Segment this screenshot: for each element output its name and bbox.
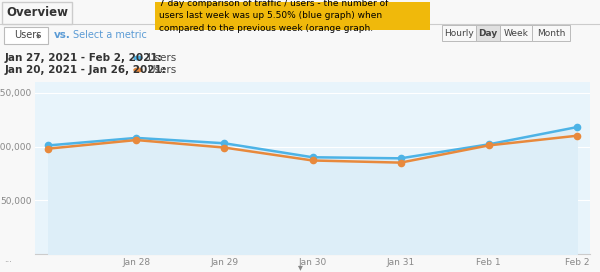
Text: 7 day comparison of traffic / users - the number of
users last week was up 5.50%: 7 day comparison of traffic / users - th… <box>159 0 388 33</box>
Text: Hourly: Hourly <box>444 29 474 38</box>
Text: vs.: vs. <box>54 30 71 41</box>
Text: Jan 20, 2021 - Jan 26, 2021:: Jan 20, 2021 - Jan 26, 2021: <box>5 65 167 75</box>
Text: Jan 27, 2021 - Feb 2, 2021:: Jan 27, 2021 - Feb 2, 2021: <box>5 53 163 63</box>
Text: ...: ... <box>4 255 12 264</box>
Text: ▾: ▾ <box>298 262 302 272</box>
Text: Select a metric: Select a metric <box>73 30 147 41</box>
Text: Week: Week <box>503 29 529 38</box>
Text: Users: Users <box>14 30 41 41</box>
Text: Users: Users <box>147 53 176 63</box>
Text: Day: Day <box>478 29 497 38</box>
Text: ▾: ▾ <box>36 31 40 40</box>
Text: Month: Month <box>537 29 565 38</box>
Text: Users: Users <box>147 65 176 75</box>
Text: Overview: Overview <box>6 7 68 20</box>
